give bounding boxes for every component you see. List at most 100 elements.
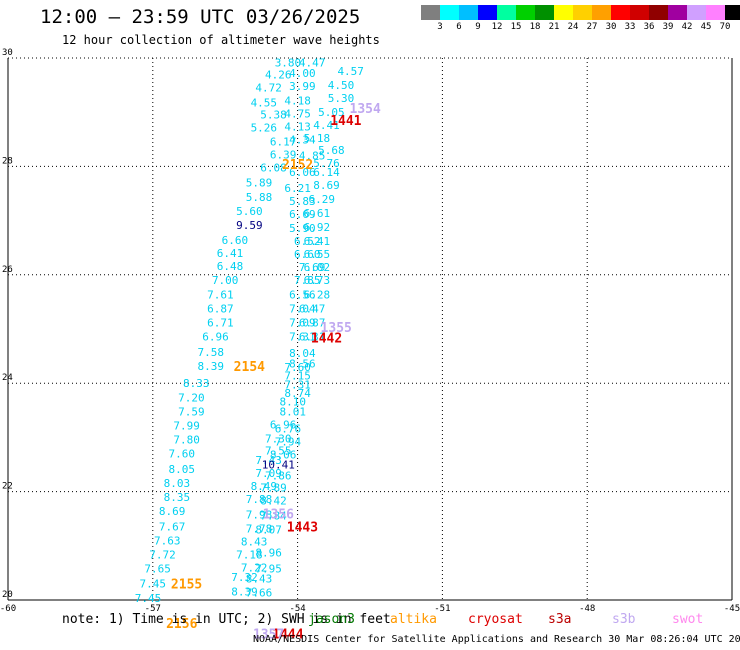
wave-height-label: 8.39 [231, 585, 258, 598]
pass-time-label: 2154 [234, 360, 265, 375]
wave-height-label: 4.72 [255, 81, 282, 94]
wave-height-label: 5.30 [328, 92, 355, 105]
wave-height-label: 9.59 [236, 219, 263, 232]
wave-height-label: 8.07 [255, 524, 282, 537]
legend-swatch [554, 5, 573, 20]
wave-height-label: 7.98 [246, 508, 273, 521]
wave-height-values: 3.804.47 4.264.00 4.57 4.72 3.99 4.50 4.55 4.18… [135, 56, 364, 604]
wave-height-label: 4.00 [289, 67, 316, 80]
wave-height-label: 6.28 [304, 288, 331, 301]
wave-height-label: 6.02 [304, 261, 331, 274]
x-tick-label: -48 [579, 604, 595, 614]
satellite-legend-item: swot [672, 612, 704, 627]
legend-swatch [592, 5, 611, 20]
wave-height-label: 7.15 [284, 370, 311, 383]
wave-height-label: 5.88 [246, 191, 273, 204]
legend-label: 21 [548, 22, 560, 32]
wave-height-label: 8.10 [280, 396, 307, 409]
wave-height-label: 5.60 [236, 205, 263, 218]
legend-label: 45 [700, 22, 712, 32]
wave-height-label: 8.06 [270, 449, 297, 462]
wave-height-label: 5.26 [251, 121, 278, 134]
wave-height-label: 10.41 [262, 459, 295, 472]
legend-swatches [421, 5, 740, 20]
wave-height-label: 8.01 [280, 405, 307, 418]
wave-height-label: 7.58 [197, 346, 224, 359]
wave-height-label: 6.69 [289, 208, 316, 221]
wave-height-label: 5.89 [246, 177, 273, 190]
y-tick-label: 30 [2, 48, 13, 58]
wave-height-label: 8.96 [255, 546, 282, 559]
wave-height-label: 8.33 [183, 377, 210, 390]
legend-label: 36 [643, 22, 655, 32]
legend-swatch [611, 5, 630, 20]
wave-height-label: 7.65 [144, 563, 171, 576]
pass-time-label: 1442 [311, 332, 342, 347]
y-tick-label: 26 [2, 265, 13, 275]
wave-height-label: 6.52 [294, 235, 321, 248]
wave-height-label: 7.45 [135, 592, 162, 605]
wave-height-label: 6.60 [222, 234, 249, 247]
satellite-legend-item: jason3 [308, 612, 355, 627]
pass-time-label: 1354 [350, 102, 381, 117]
wave-height-label: 6.29 [308, 193, 335, 206]
wave-height-label: 7.00 [212, 274, 239, 287]
wave-height-label: 3.80 [275, 56, 302, 69]
pass-time-label: 1355 [321, 321, 352, 336]
wave-height-label: 7.09 [289, 316, 316, 329]
legend-label: 30 [605, 22, 617, 32]
wave-height-label: 7.78 [246, 522, 273, 535]
wave-height-label: 4.50 [328, 79, 355, 92]
wave-height-label: 7.45 [140, 578, 167, 591]
wave-height-label: 7.67 [159, 520, 186, 533]
legend-label: 18 [529, 22, 541, 32]
wave-height-label: 4.75 [284, 107, 311, 120]
wave-height-label: 5.83 [289, 195, 316, 208]
wave-height-label: 6.96 [202, 331, 229, 344]
wave-height-label: 8.74 [284, 387, 311, 400]
wave-height-label: 8.03 [164, 477, 191, 490]
legend-swatch [478, 5, 497, 20]
wave-height-label: 6.73 [304, 274, 331, 287]
y-tick-label: 24 [2, 373, 13, 383]
wave-height-label: 7.22 [241, 561, 268, 574]
wave-height-label: 8.05 [169, 463, 196, 476]
wave-height-label: 7.80 [173, 434, 200, 447]
wave-height-label: 5.18 [304, 132, 331, 145]
pass-time-label: 1443 [287, 520, 318, 535]
legend-swatch [421, 5, 440, 20]
wave-height-label: 6.55 [304, 248, 331, 261]
pass-time-label: 2152 [282, 158, 313, 173]
wave-height-label: 6.08 [260, 161, 287, 174]
wave-height-label: 6.60 [294, 248, 321, 261]
wave-height-label: 4.13 [284, 120, 311, 133]
wave-height-label: 7.72 [149, 548, 176, 561]
pass-time-labels: 1354144121521355144221541356144321552156… [166, 102, 381, 643]
wave-height-label: 4.41 [313, 119, 340, 132]
wave-height-label: 6.41 [304, 235, 331, 248]
wave-height-label: 6.56 [289, 288, 316, 301]
wave-height-label: 7.69 [299, 261, 326, 274]
wave-height-label: 6.06 [289, 166, 316, 179]
legend-swatch [706, 5, 725, 20]
wave-height-label: 6.41 [217, 247, 244, 260]
wave-height-label: 6.76 [275, 423, 302, 436]
pass-time-label: 2155 [171, 578, 202, 593]
legend-swatch [630, 5, 649, 20]
wave-height-label: 7.94 [275, 436, 302, 449]
legend-label: 70 [719, 22, 731, 32]
wave-height-label: 8.69 [159, 505, 186, 518]
wave-height-label: 6.14 [313, 166, 340, 179]
legend-label: 12 [491, 22, 503, 32]
wave-height-label: 6.71 [207, 316, 234, 329]
legend-swatch [535, 5, 554, 20]
wave-height-label: 4.26 [265, 68, 292, 81]
wave-height-label: 4.34 [289, 133, 316, 146]
legend-label: 42 [681, 22, 693, 32]
pass-time-label: 1441 [330, 114, 361, 129]
wave-height-label: 7.18 [236, 548, 263, 561]
wave-height-label: 7.85 [294, 274, 321, 287]
